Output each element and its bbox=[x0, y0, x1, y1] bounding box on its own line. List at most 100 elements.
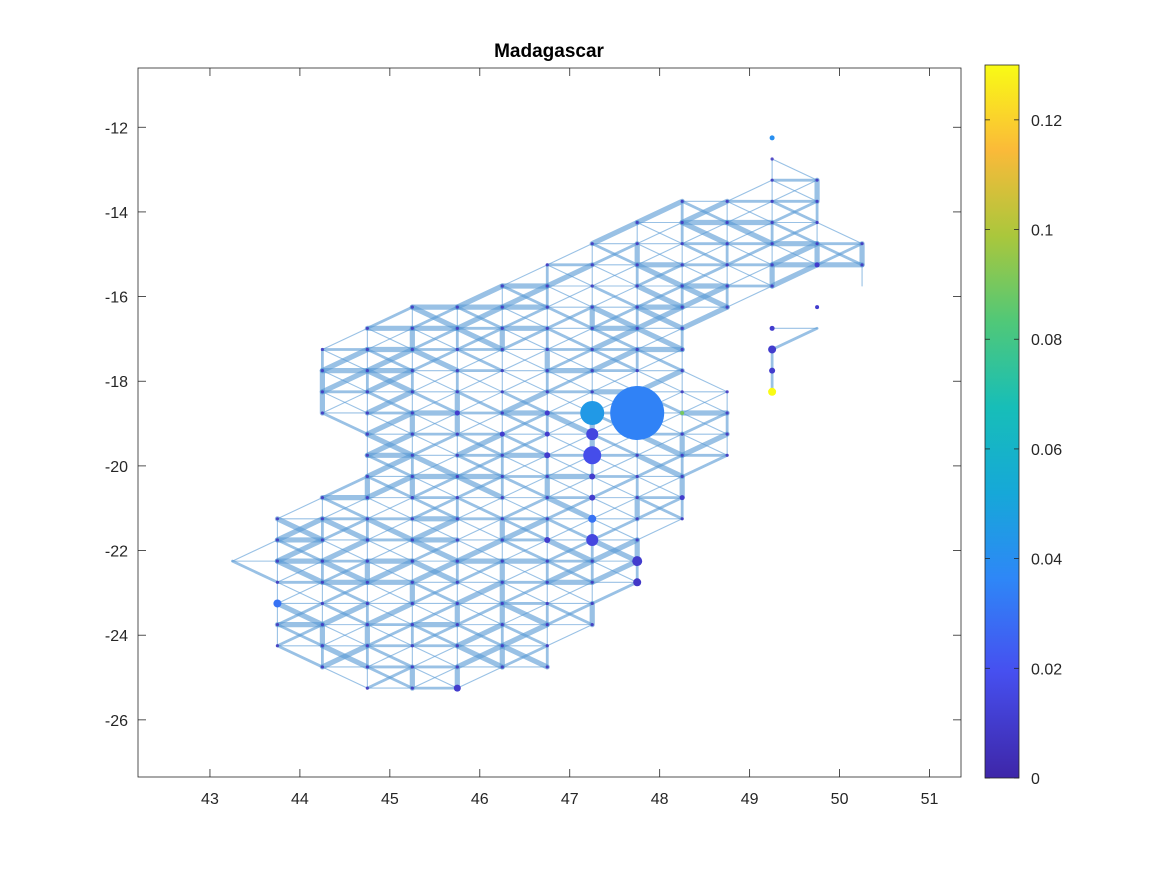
network-edge bbox=[726, 221, 773, 245]
grid-vertex bbox=[545, 496, 549, 500]
network-edge bbox=[591, 285, 638, 308]
y-tick-label: -20 bbox=[105, 459, 128, 476]
network-edge bbox=[364, 600, 415, 628]
grid-vertex bbox=[590, 263, 594, 267]
grid-vertex bbox=[410, 644, 414, 648]
grid-vertex bbox=[500, 474, 504, 479]
x-tick-label: 46 bbox=[471, 791, 489, 808]
network-edge bbox=[770, 326, 819, 351]
grid-vertex bbox=[275, 580, 280, 584]
network-edge bbox=[276, 602, 324, 627]
grid-vertex bbox=[410, 496, 414, 500]
network-edge bbox=[276, 623, 324, 648]
grid-vertex bbox=[635, 538, 639, 542]
grid-vertex bbox=[725, 284, 729, 288]
grid-vertex bbox=[500, 390, 504, 394]
network-edge bbox=[410, 538, 459, 563]
grid-vertex bbox=[590, 390, 594, 394]
y-tick-label: -14 bbox=[105, 205, 128, 222]
network-edge bbox=[500, 411, 549, 436]
network-edge bbox=[274, 516, 325, 543]
network-edge bbox=[590, 475, 639, 500]
grid-vertex bbox=[500, 665, 504, 669]
network-edge bbox=[499, 516, 550, 543]
grid-vertex bbox=[365, 326, 369, 330]
network-edge bbox=[589, 219, 640, 247]
colorbar-axis: 0 0.02 0.04 0.06 0.08 0.1 0.12 bbox=[985, 113, 1062, 788]
network-edge bbox=[591, 497, 638, 520]
grid-vertex bbox=[725, 220, 729, 225]
grid-vertex bbox=[725, 199, 729, 203]
network-edge bbox=[321, 624, 368, 647]
grid-vertex bbox=[320, 411, 324, 415]
grid-vertex bbox=[545, 369, 549, 373]
grid-vertex bbox=[500, 496, 504, 500]
network-edge bbox=[545, 348, 594, 373]
grid-vertex bbox=[545, 263, 549, 267]
network-edge bbox=[680, 411, 729, 436]
network-edge bbox=[636, 221, 683, 245]
grid-vertex bbox=[455, 347, 459, 352]
grid-vertex bbox=[545, 284, 549, 288]
grid-vertex bbox=[725, 432, 729, 436]
grid-vertex bbox=[590, 580, 594, 584]
grid-vertex bbox=[590, 347, 594, 352]
network-edge bbox=[319, 600, 370, 628]
grid-vertex bbox=[275, 644, 280, 648]
network-edge bbox=[725, 242, 774, 267]
network-edge bbox=[455, 453, 504, 478]
network-edge bbox=[545, 602, 594, 627]
grid-vertex bbox=[320, 665, 324, 669]
grid-vertex bbox=[410, 326, 414, 330]
network-edge bbox=[726, 179, 773, 202]
grid-vertex bbox=[455, 305, 459, 309]
network-edge bbox=[589, 346, 640, 374]
grid-vertex bbox=[320, 580, 324, 584]
network-edge bbox=[231, 539, 278, 562]
grid-vertex bbox=[680, 220, 684, 225]
network-edge bbox=[544, 262, 595, 289]
grid-vertex bbox=[500, 305, 504, 309]
network-node bbox=[588, 514, 597, 523]
network-edge bbox=[769, 241, 820, 268]
y-tick-label: -12 bbox=[105, 120, 128, 137]
network-edge bbox=[546, 518, 593, 541]
grid-vertex bbox=[500, 538, 504, 542]
network-edge bbox=[636, 433, 683, 456]
network-edge bbox=[276, 560, 323, 583]
network-edge bbox=[501, 602, 548, 626]
grid-vertex bbox=[815, 220, 819, 225]
network-node bbox=[680, 410, 685, 415]
grid-vertex bbox=[770, 178, 774, 182]
grid-vertex bbox=[410, 686, 414, 690]
grid-vertex bbox=[365, 538, 369, 542]
grid-vertex bbox=[500, 326, 504, 330]
grid-vertex bbox=[275, 517, 280, 521]
network-edge bbox=[366, 327, 413, 351]
grid-vertex bbox=[635, 453, 639, 457]
network-edge bbox=[410, 432, 459, 457]
network-edge bbox=[499, 389, 550, 416]
network-edge bbox=[546, 285, 593, 308]
network-edge bbox=[770, 199, 819, 224]
network-edge bbox=[591, 370, 638, 393]
y-tick-label: -16 bbox=[105, 290, 128, 307]
grid-vertex bbox=[365, 411, 369, 415]
network-node bbox=[632, 556, 643, 567]
network-edge bbox=[679, 431, 730, 458]
network-edge bbox=[635, 453, 684, 478]
network-edge bbox=[410, 348, 459, 373]
x-tick-label: 50 bbox=[831, 791, 849, 808]
network-edge bbox=[501, 454, 548, 478]
grid-vertex bbox=[455, 644, 459, 648]
grid-vertex bbox=[590, 559, 594, 563]
network-edge bbox=[501, 560, 548, 583]
network-edge bbox=[545, 305, 594, 330]
network-node bbox=[768, 345, 777, 354]
network-edge bbox=[365, 305, 414, 330]
grid-vertex bbox=[680, 390, 684, 394]
grid-vertex bbox=[320, 496, 324, 500]
network-edge bbox=[499, 283, 550, 310]
network-node bbox=[544, 431, 550, 437]
network-edge bbox=[589, 325, 640, 353]
